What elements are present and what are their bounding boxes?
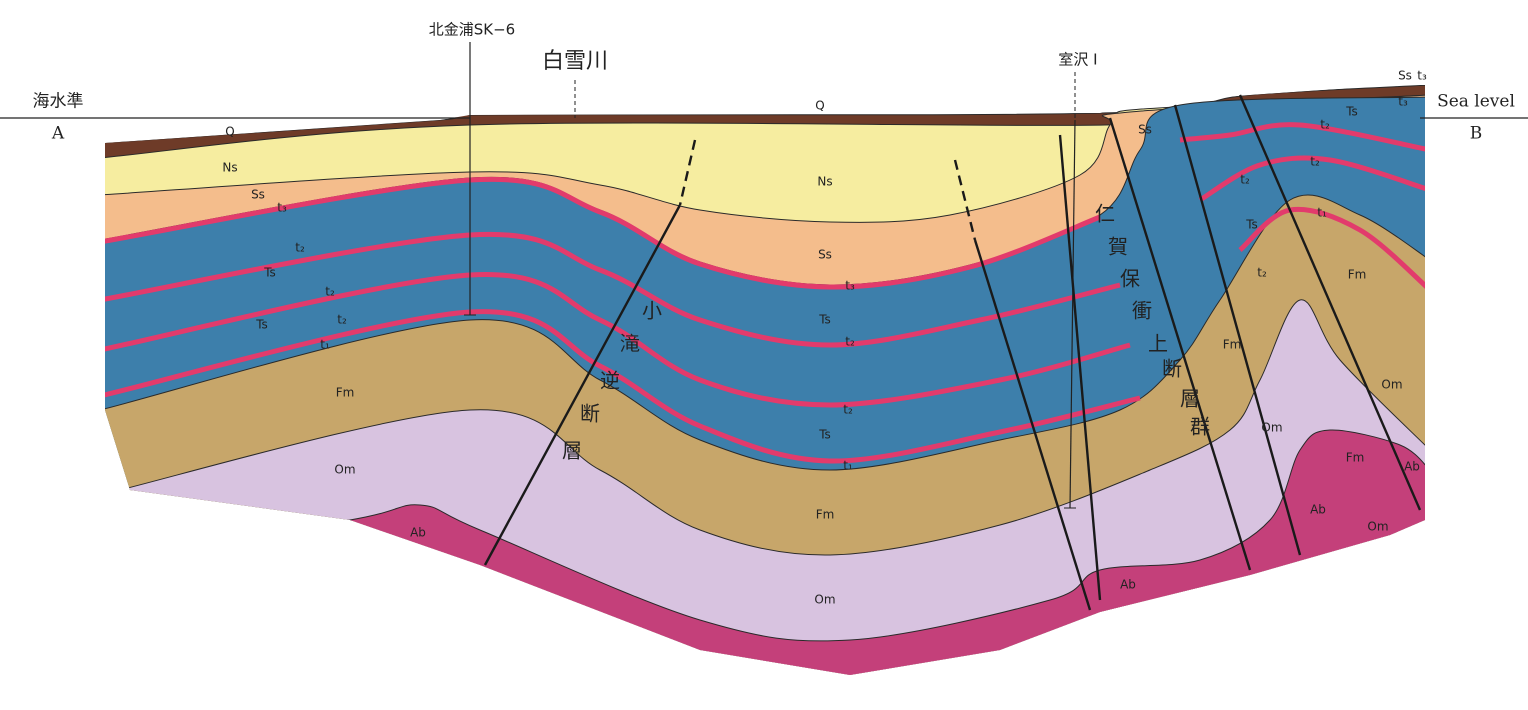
unit-label: t₂ — [325, 285, 335, 299]
fault-line — [1058, 134, 1102, 601]
unit-label: Ab — [1120, 578, 1136, 592]
unit-label: t₂ — [1257, 266, 1267, 280]
point-label: B — [1470, 124, 1483, 144]
unit-label: Om — [1261, 421, 1282, 435]
fault-label: 逆 — [600, 369, 620, 393]
unit-label: Fm — [1348, 268, 1367, 282]
unit-label: Ab — [1404, 460, 1420, 474]
marker-bed — [105, 176, 1101, 290]
unit-label: Om — [334, 463, 355, 477]
unit-label: Fm — [1346, 451, 1365, 465]
unit-label: Om — [814, 593, 835, 607]
marker-bed — [1198, 155, 1425, 203]
unit-label: t₂ — [1240, 173, 1250, 187]
fault-line — [1108, 117, 1252, 571]
unit-label: Ns — [222, 161, 237, 175]
marker-bed — [105, 231, 1121, 348]
fault-label: 滝 — [620, 332, 640, 356]
fault-label: 層 — [1180, 387, 1200, 411]
well — [1069, 119, 1076, 509]
fault-line — [1173, 104, 1302, 556]
unit-label: t₂ — [843, 403, 853, 417]
river-label: 白雪川 — [542, 49, 608, 74]
unit-label: t₃ — [1398, 95, 1408, 109]
point-label: A — [51, 124, 65, 144]
marker-bed — [1238, 206, 1425, 292]
fault-label: 断 — [1162, 357, 1182, 381]
fault-label: 衝 — [1132, 299, 1152, 323]
unit-label: Ss — [1398, 69, 1412, 83]
sea-level-label: 海水準 — [33, 92, 84, 112]
unit-label: t₁ — [1317, 206, 1327, 220]
unit-label: t₂ — [1310, 155, 1320, 169]
fault-label: 仁 — [1095, 202, 1115, 226]
unit-label: t₃ — [277, 201, 287, 215]
unit-label: t₃ — [845, 279, 855, 293]
unit-label: Ss — [251, 188, 265, 202]
unit-label: t₁ — [320, 338, 330, 352]
unit-label: Ts — [255, 318, 268, 332]
unit-label: Ab — [410, 526, 426, 540]
unit-label: Ab — [1310, 503, 1326, 517]
fault-label: 保 — [1120, 267, 1140, 291]
unit-label: Fm — [1223, 338, 1242, 352]
unit-label: Om — [1381, 378, 1402, 392]
unit-label: t₂ — [337, 313, 347, 327]
unit-label: t₂ — [845, 335, 855, 349]
fault-line — [973, 239, 1092, 611]
fault-line — [678, 139, 697, 206]
fault-line — [483, 204, 682, 566]
unit-label: Ts — [818, 428, 831, 442]
unit-label: t₂ — [295, 241, 305, 255]
unit-label: Ss — [1138, 123, 1152, 137]
strata — [105, 85, 1425, 675]
unit-label: Om — [1367, 520, 1388, 534]
well-label: 室沢 I — [1058, 51, 1097, 69]
unit-label: t₂ — [1320, 118, 1330, 132]
fault-label: 上 — [1148, 332, 1168, 356]
unit-label: Ss — [818, 248, 832, 262]
unit-label: Ts — [263, 266, 276, 280]
fault-label: 小 — [642, 299, 662, 323]
unit-label: Ts — [1245, 218, 1258, 232]
fault-label: 群 — [1190, 415, 1210, 439]
unit-label: Fm — [816, 508, 835, 522]
unit-label: t₁ — [843, 459, 853, 473]
fault-label: 断 — [580, 402, 600, 426]
unit-label: Ts — [1345, 105, 1358, 119]
fault-line — [953, 159, 977, 241]
unit-label: Ts — [818, 313, 831, 327]
unit-label: Q — [225, 125, 234, 139]
marker-bed — [105, 271, 1131, 408]
marker-bed — [105, 309, 1141, 464]
marker-bed — [1179, 122, 1425, 153]
unit-label: Ns — [817, 175, 832, 189]
fault-line — [1238, 94, 1422, 511]
unit-label: Fm — [336, 386, 355, 400]
unit-label: Q — [815, 99, 824, 113]
sea-level-label: Sea level — [1437, 92, 1515, 112]
fault-label: 層 — [562, 439, 582, 463]
fault-label: 賀 — [1108, 235, 1128, 259]
unit-label: t₃ — [1417, 69, 1427, 83]
well-label: 北金浦SK−6 — [429, 21, 515, 39]
